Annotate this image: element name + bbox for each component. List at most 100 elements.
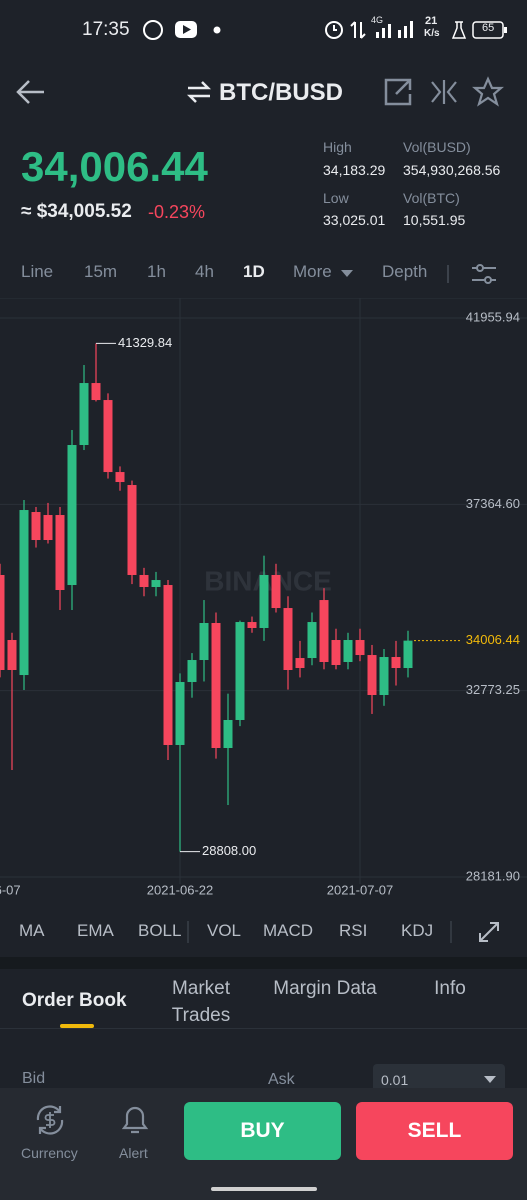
stat-value: 354,930,268.56 <box>403 162 501 178</box>
tab-indicator <box>60 1024 94 1028</box>
tab-active[interactable]: Order Book <box>22 990 127 1011</box>
indicator-tab[interactable]: EMA <box>77 921 114 940</box>
candle-body <box>175 682 185 745</box>
min-label: 28808.00 <box>202 843 256 858</box>
status-time: 17:35 <box>82 19 130 40</box>
interval-tab-active[interactable]: 1D <box>243 262 265 281</box>
alert-icon[interactable] <box>118 1102 152 1138</box>
interval-tab[interactable]: 15m <box>84 262 118 281</box>
candle-body <box>31 512 41 541</box>
dropdown-icon <box>484 1076 496 1083</box>
x-tick-label: 2021-07-07 <box>327 882 394 897</box>
price-change: -0.23% <box>148 202 206 222</box>
candle-body <box>403 640 413 669</box>
sell-button[interactable]: SELL <box>356 1102 513 1160</box>
candle-body <box>91 383 101 401</box>
y-tick-label: 32773.25 <box>466 682 520 697</box>
nav-label[interactable]: Alert <box>119 1145 148 1161</box>
separator <box>0 957 527 969</box>
precision-value: 0.01 <box>381 1072 409 1088</box>
candle-body <box>211 623 221 748</box>
indicator-tab[interactable]: KDJ <box>401 921 434 940</box>
candle-body <box>55 515 65 591</box>
candle-body <box>319 600 329 663</box>
candle-body <box>271 574 281 609</box>
candle-body <box>355 640 365 656</box>
candle-body <box>19 510 29 676</box>
tab[interactable]: Margin Data <box>273 978 377 999</box>
back-button[interactable] <box>14 76 48 108</box>
interval-tab[interactable]: More <box>293 262 332 281</box>
candle-body <box>391 657 401 669</box>
nav-label[interactable]: Currency <box>21 1145 78 1161</box>
y-tick-label: 28181.90 <box>466 868 520 883</box>
home-indicator <box>211 1187 317 1191</box>
ask-label: Ask <box>268 1071 295 1088</box>
status-speed: 21 <box>425 15 438 27</box>
candle-body <box>79 383 89 446</box>
last-price-label: 34006.44 <box>466 632 520 647</box>
candle-body <box>295 658 305 669</box>
indicator-tab[interactable]: VOL <box>207 921 242 940</box>
stat-value: 34,183.29 <box>323 162 386 178</box>
swap-icon[interactable] <box>186 80 212 104</box>
candle-body <box>259 574 269 628</box>
interval-tab[interactable]: 1h <box>147 262 166 281</box>
indicator-tab[interactable]: RSI <box>339 921 368 940</box>
interval-tab[interactable]: Line <box>21 262 54 281</box>
candle-body <box>103 400 113 473</box>
candle-body <box>223 719 233 748</box>
status-icons-right <box>325 21 366 39</box>
tab[interactable]: Info <box>434 978 466 999</box>
chart-settings[interactable] <box>446 262 498 286</box>
candle-body <box>247 622 257 628</box>
indicator-tab[interactable]: MACD <box>263 921 314 940</box>
battery-icon <box>452 21 507 39</box>
candle-body <box>151 580 161 588</box>
candle-body <box>0 574 5 670</box>
candle-body <box>43 515 53 541</box>
candle-body <box>367 655 377 695</box>
dropdown-icon <box>341 270 353 277</box>
interval-tab[interactable]: 4h <box>195 262 214 281</box>
candle-body <box>127 485 137 575</box>
x-tick-label: 06-07 <box>0 882 21 897</box>
fiat-price: ≈ $34,005.52 <box>21 201 132 222</box>
header-actions[interactable] <box>382 76 506 108</box>
candle-body <box>7 640 17 670</box>
candle-body <box>331 640 341 666</box>
candle-body <box>199 623 209 661</box>
last-price-box <box>460 630 526 651</box>
indicator-dividers <box>187 921 499 943</box>
signal-icon <box>376 21 413 38</box>
status-network: 4G <box>371 15 384 25</box>
currency-icon[interactable] <box>32 1102 68 1138</box>
tab[interactable]: Market Trades <box>171 978 231 1026</box>
candle-body <box>115 472 125 483</box>
y-tick-label: 37364.60 <box>466 496 520 511</box>
candle-body <box>187 660 197 683</box>
indicator-tab[interactable]: MA <box>19 921 45 940</box>
tab-divider <box>0 1028 527 1029</box>
buy-button[interactable]: BUY <box>184 1102 341 1160</box>
candle-body <box>139 574 149 588</box>
candle-body <box>67 445 77 586</box>
stat-value: 33,025.01 <box>323 212 386 228</box>
battery-level: 65 <box>482 22 495 34</box>
pair-title: BTC/BUSD <box>219 79 343 106</box>
x-tick-label: 2021-06-22 <box>147 882 214 897</box>
candle-body <box>163 585 173 745</box>
status-speed-unit: K/s <box>424 28 440 39</box>
status-icons-left <box>143 20 221 40</box>
max-label: 41329.84 <box>118 335 172 350</box>
candle-body <box>343 640 353 663</box>
stat-label: Vol(BTC) <box>403 190 460 206</box>
stat-label: Low <box>323 190 349 206</box>
bid-label: Bid <box>22 1070 46 1087</box>
indicator-tab[interactable]: BOLL <box>138 921 182 940</box>
stat-label: High <box>323 139 352 155</box>
interval-tab[interactable]: Depth <box>382 262 428 281</box>
last-price: 34,006.44 <box>21 143 208 190</box>
